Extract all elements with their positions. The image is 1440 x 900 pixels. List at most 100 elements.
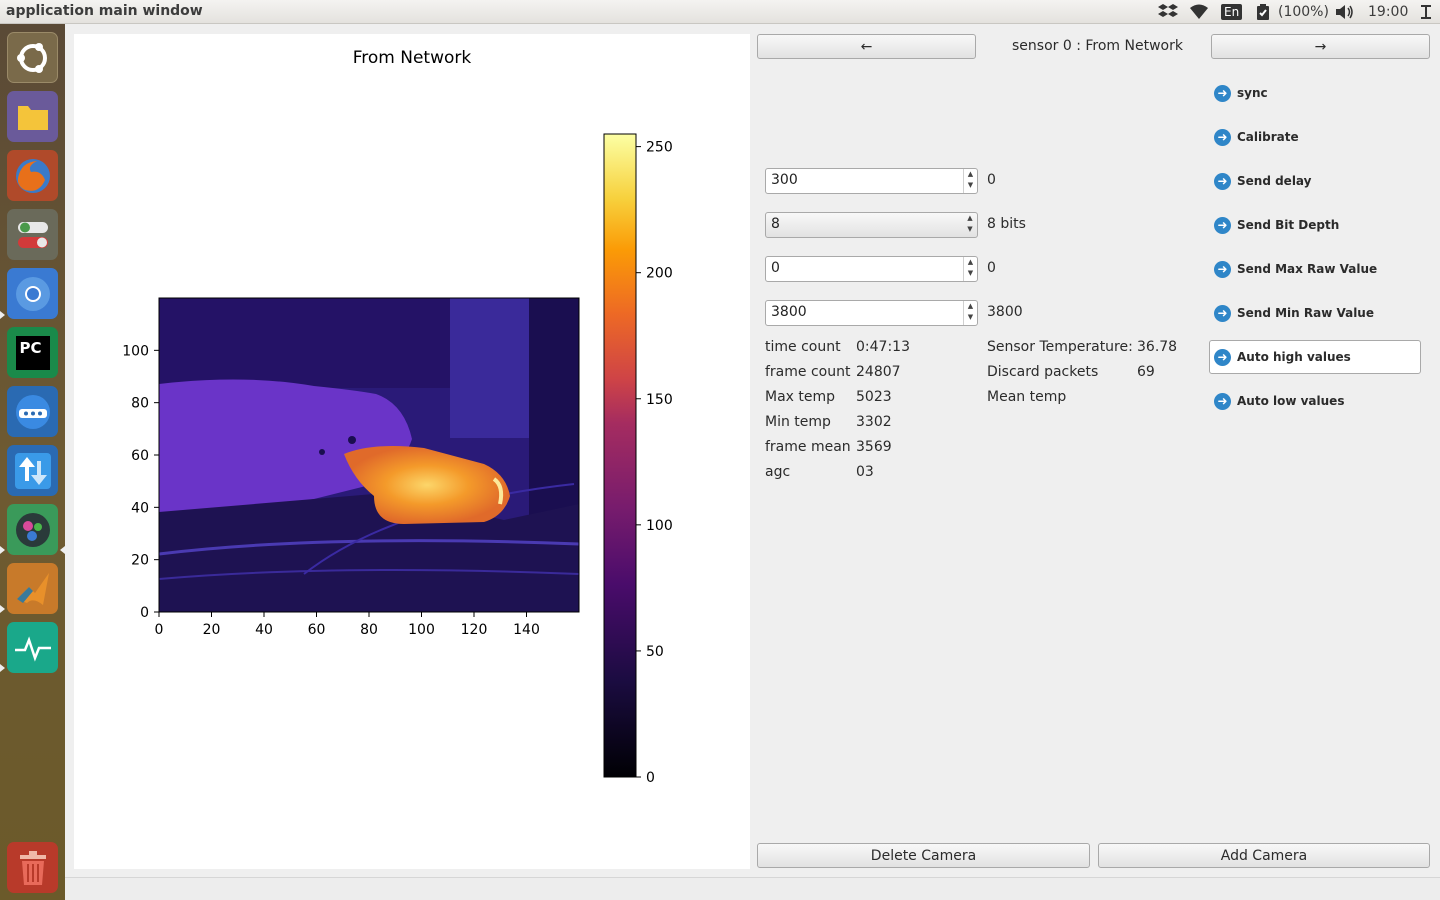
sync-button[interactable]: ➜ sync xyxy=(1214,82,1268,104)
delete-camera-button[interactable]: Delete Camera xyxy=(757,843,1090,868)
spin-arrows-icon[interactable]: ▲ ▼ xyxy=(963,257,977,281)
x-tick-label: 100 xyxy=(408,622,435,638)
send-delay-button[interactable]: ➜ Send delay xyxy=(1214,170,1311,192)
y-tick-label: 80 xyxy=(131,396,149,412)
pycharm-label: PC xyxy=(15,335,50,370)
chromium-icon[interactable] xyxy=(7,268,58,319)
pycharm-icon[interactable]: PC xyxy=(7,327,58,378)
add-camera-button[interactable]: Add Camera xyxy=(1098,843,1430,868)
x-tick-label: 80 xyxy=(360,622,378,638)
arrow-right-circle-icon: ➜ xyxy=(1214,128,1231,146)
next-sensor-button[interactable]: → xyxy=(1211,34,1430,59)
software-updater-icon[interactable] xyxy=(7,445,58,496)
send-min-raw-label: Send Min Raw Value xyxy=(1237,306,1374,320)
min-raw-readout: 3800 xyxy=(987,304,1023,320)
y-tick-label: 20 xyxy=(131,553,149,569)
auto-low-values-button[interactable]: ➜ Auto low values xyxy=(1214,390,1344,412)
max-raw-value: 0 xyxy=(771,260,780,276)
max-raw-spinbox[interactable]: 0 ▲ ▼ xyxy=(765,256,978,282)
stat-value: 03 xyxy=(856,464,874,480)
top-panel: application main window En (100%) 19:00 xyxy=(0,0,1440,24)
y-tick-label: 60 xyxy=(131,448,149,464)
stat-label: Max temp xyxy=(765,389,836,405)
send-max-raw-button[interactable]: ➜ Send Max Raw Value xyxy=(1214,258,1377,280)
colorbar-tick-label: 100 xyxy=(646,518,673,534)
x-tick-label: 0 xyxy=(155,622,164,638)
stat-label: frame count xyxy=(765,364,851,380)
arrow-right-circle-icon: ➜ xyxy=(1214,392,1231,410)
ubuntu-dash-icon[interactable] xyxy=(7,32,58,83)
stat-value: 5023 xyxy=(856,389,892,405)
send-bit-depth-button[interactable]: ➜ Send Bit Depth xyxy=(1214,214,1339,236)
bit-depth-value: 8 xyxy=(771,216,780,232)
settings-toggle-icon[interactable] xyxy=(7,209,58,260)
plot-panel: From Network xyxy=(74,34,750,869)
matlab-icon[interactable] xyxy=(7,563,58,614)
volume-icon[interactable] xyxy=(1335,2,1355,22)
terminal-dock-icon[interactable] xyxy=(7,386,58,437)
bit-depth-spinbox[interactable]: 8 ▲ ▼ xyxy=(765,212,978,238)
window-title: application main window xyxy=(6,3,203,19)
power-icon[interactable] xyxy=(1418,2,1434,22)
prev-sensor-button[interactable]: ← xyxy=(757,34,976,59)
send-min-raw-button[interactable]: ➜ Send Min Raw Value xyxy=(1214,302,1374,324)
stat-label: agc xyxy=(765,464,791,480)
stat-value: 69 xyxy=(1137,364,1155,380)
battery-icon[interactable] xyxy=(1256,2,1270,22)
auto-low-values-label: Auto low values xyxy=(1237,394,1345,408)
status-bar xyxy=(65,877,1440,900)
colorbar-axis: 0 50 100 150 200 250 xyxy=(636,140,673,786)
dropbox-icon[interactable] xyxy=(1158,2,1178,22)
stat-label: Discard packets xyxy=(987,364,1099,380)
arrow-right-circle-icon: ➜ xyxy=(1214,260,1231,278)
files-icon[interactable] xyxy=(7,91,58,142)
min-raw-spinbox[interactable]: 3800 ▲ ▼ xyxy=(765,300,978,326)
system-tools-icon[interactable] xyxy=(7,504,58,555)
clock[interactable]: 19:00 xyxy=(1368,4,1409,20)
arrow-right-circle-icon: ➜ xyxy=(1214,84,1231,102)
bit-depth-readout: 8 bits xyxy=(987,216,1026,232)
arrow-right-circle-icon: ➜ xyxy=(1214,348,1231,366)
colorbar-tick-label: 50 xyxy=(646,644,664,660)
plot-title: From Network xyxy=(352,48,472,68)
stat-value: 3302 xyxy=(856,414,892,430)
firefox-icon[interactable] xyxy=(7,150,58,201)
colorbar xyxy=(603,133,637,778)
y-tick-label: 0 xyxy=(140,605,149,621)
stat-value: 3569 xyxy=(856,439,892,455)
max-raw-readout: 0 xyxy=(987,260,996,276)
y-tick-label: 40 xyxy=(131,500,149,516)
x-axis: 0 20 40 60 80 100 120 140 xyxy=(155,612,540,638)
spin-arrows-icon[interactable]: ▲ ▼ xyxy=(967,214,973,233)
stat-label: frame mean xyxy=(765,439,851,455)
colorbar-tick-label: 200 xyxy=(646,266,673,282)
y-axis: 0 20 40 60 80 100 xyxy=(122,343,159,621)
delay-readout: 0 xyxy=(987,172,996,188)
colorbar-tick-label: 150 xyxy=(646,392,673,408)
stat-label: Min temp xyxy=(765,414,831,430)
calibrate-label: Calibrate xyxy=(1237,130,1299,144)
auto-high-values-button[interactable]: ➜ Auto high values xyxy=(1214,346,1351,368)
auto-high-values-frame xyxy=(1209,340,1421,374)
stat-label: time count xyxy=(765,339,841,355)
stat-label: Mean temp xyxy=(987,389,1067,405)
colorbar-tick-label: 250 xyxy=(646,140,673,156)
spin-arrows-icon[interactable]: ▲ ▼ xyxy=(963,301,977,325)
auto-high-values-label: Auto high values xyxy=(1237,350,1351,364)
wifi-icon[interactable] xyxy=(1190,2,1208,22)
running-indicator xyxy=(0,546,5,554)
colorbar-tick-label: 0 xyxy=(646,770,655,786)
system-monitor-icon[interactable] xyxy=(7,622,58,673)
focused-indicator xyxy=(60,546,65,554)
calibrate-button[interactable]: ➜ Calibrate xyxy=(1214,126,1299,148)
running-indicator xyxy=(0,311,5,319)
arrow-right-circle-icon: ➜ xyxy=(1214,304,1231,322)
keyboard-layout-indicator[interactable]: En xyxy=(1221,2,1243,22)
stat-value: 24807 xyxy=(856,364,901,380)
delay-spinbox[interactable]: 300 ▲ ▼ xyxy=(765,168,978,194)
spin-arrows-icon[interactable]: ▲ ▼ xyxy=(963,169,977,193)
heatmap-figure: 0 20 40 60 80 100 0 20 40 60 80 100 120 140 0 50 100 15… xyxy=(122,133,673,786)
arrow-right-circle-icon: ➜ xyxy=(1214,172,1231,190)
stat-value: 36.78 xyxy=(1137,339,1178,355)
trash-icon[interactable] xyxy=(7,842,58,893)
